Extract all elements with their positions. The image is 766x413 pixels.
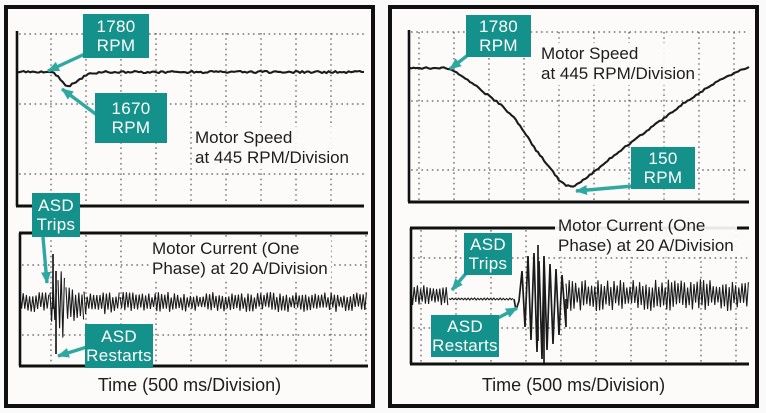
rpm-150-callout: 150 RPM [631,147,695,189]
arrow-rpm-1670 [60,87,99,117]
rpm-1670-callout: 1670 RPM [95,93,167,143]
arrow-rpm-150 [575,184,634,196]
left-speed-axis-label: Motor Speed at 445 RPM/Division [192,127,353,169]
asd-trips-callout: ASD Trips [464,233,512,275]
panel-right-inner: Motor Speed at 445 RPM/Division Motor Cu… [392,9,755,404]
asd-trips-callout: ASD Trips [32,193,80,237]
asd-restarts-callout: ASD Restarts [431,315,499,357]
panel-left-inner: Motor Speed at 445 RPM/Division Motor Cu… [8,9,371,404]
panel-right-asd-trip-restart: Motor Speed at 445 RPM/Division Motor Cu… [388,5,759,408]
asd-restarts-callout: ASD Restarts [85,324,153,368]
arrow-asd-trips [41,236,52,284]
rpm-1780-callout: 1780 RPM [466,15,531,57]
arrow-rpm-1780 [448,53,470,71]
left-time-axis-label: Time (500 ms/Division) [97,375,282,395]
right-current-axis-label: Motor Current (One Phase) at 20 A/Divisi… [555,215,737,257]
arrow-rpm-1780 [47,51,88,73]
left-current-axis-label: Motor Current (One Phase) at 20 A/Divisi… [149,238,331,280]
right-time-axis-label: Time (500 ms/Division) [481,375,666,395]
panel-left-asd-ride-through: Motor Speed at 445 RPM/Division Motor Cu… [4,5,375,408]
rpm-1780-callout: 1780 RPM [83,14,149,58]
right-speed-axis-label: Motor Speed at 445 RPM/Division [538,43,699,85]
arrow-asd-restarts [57,345,88,358]
